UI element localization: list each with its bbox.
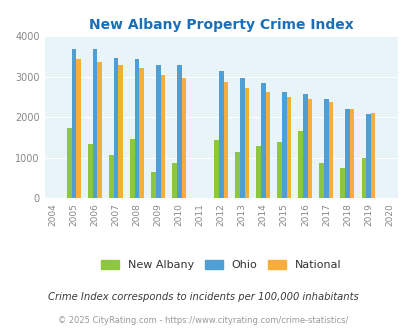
- Bar: [67, 128, 72, 198]
- Bar: [130, 139, 134, 198]
- Bar: [328, 102, 333, 198]
- Bar: [239, 78, 244, 198]
- Bar: [76, 59, 81, 198]
- Bar: [344, 110, 349, 198]
- Bar: [88, 144, 93, 198]
- Bar: [286, 97, 290, 198]
- Bar: [214, 140, 218, 198]
- Bar: [109, 155, 113, 198]
- Bar: [298, 131, 302, 198]
- Bar: [72, 49, 76, 198]
- Bar: [93, 49, 97, 198]
- Bar: [260, 83, 265, 198]
- Bar: [370, 113, 375, 198]
- Bar: [323, 99, 328, 198]
- Bar: [244, 88, 249, 198]
- Bar: [281, 92, 286, 198]
- Bar: [277, 142, 281, 198]
- Bar: [151, 172, 156, 198]
- Bar: [97, 62, 102, 198]
- Bar: [181, 78, 186, 198]
- Bar: [365, 114, 370, 198]
- Bar: [307, 99, 311, 198]
- Title: New Albany Property Crime Index: New Albany Property Crime Index: [89, 18, 353, 32]
- Bar: [256, 146, 260, 198]
- Bar: [349, 109, 354, 198]
- Bar: [139, 68, 144, 198]
- Bar: [160, 75, 165, 198]
- Bar: [235, 152, 239, 198]
- Bar: [172, 163, 177, 198]
- Text: © 2025 CityRating.com - https://www.cityrating.com/crime-statistics/: © 2025 CityRating.com - https://www.city…: [58, 316, 347, 325]
- Bar: [177, 65, 181, 198]
- Bar: [156, 65, 160, 198]
- Bar: [113, 58, 118, 198]
- Bar: [319, 163, 323, 198]
- Bar: [360, 157, 365, 198]
- Legend: New Albany, Ohio, National: New Albany, Ohio, National: [96, 255, 345, 275]
- Bar: [218, 72, 223, 198]
- Bar: [340, 169, 344, 198]
- Bar: [265, 92, 270, 198]
- Bar: [223, 82, 228, 198]
- Bar: [302, 94, 307, 198]
- Bar: [118, 65, 123, 198]
- Text: Crime Index corresponds to incidents per 100,000 inhabitants: Crime Index corresponds to incidents per…: [47, 292, 358, 302]
- Bar: [134, 58, 139, 198]
